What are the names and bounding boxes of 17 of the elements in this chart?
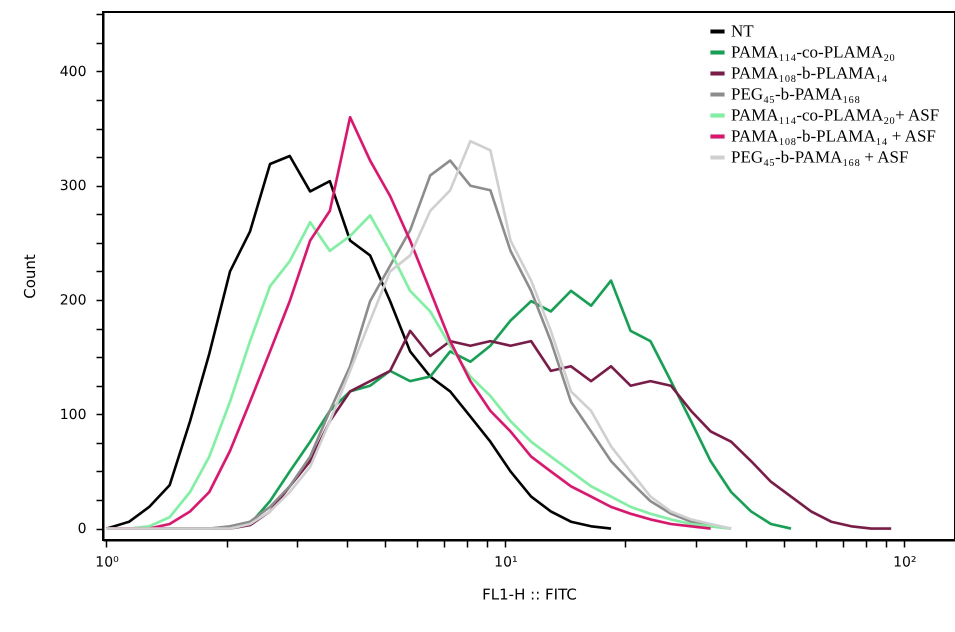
x-tick-label: 10¹: [494, 554, 518, 570]
x-axis-title: FL1-H :: FITC: [482, 586, 577, 604]
legend-label: PAMA₁₀₈-b-PLAMA₁₄ + ASF: [731, 126, 936, 146]
legend-label: PAMA₁₁₄-co-PLAMA₂₀+ ASF: [731, 106, 940, 124]
y-tick-label: 200: [60, 292, 86, 308]
y-axis-title: Count: [20, 254, 39, 299]
legend-label: PAMA₁₁₄-co-PLAMA₂₀: [731, 42, 896, 62]
y-tick-label: 100: [60, 406, 86, 423]
y-tick-label: 300: [60, 178, 86, 194]
y-tick-label: 400: [60, 64, 86, 80]
legend-label: NT: [731, 22, 754, 40]
y-tick-label: 0: [78, 521, 86, 538]
legend-label: PAMA₁₀₈-b-PLAMA₁₄: [731, 64, 888, 82]
legend-label: PEG₄₅-b-PAMA₁₆₈: [731, 84, 860, 104]
legend-label: PEG₄₅-b-PAMA₁₆₈ + ASF: [731, 148, 908, 166]
x-tick-label: 10²: [893, 554, 917, 570]
x-tick-label: 10⁰: [95, 554, 120, 570]
